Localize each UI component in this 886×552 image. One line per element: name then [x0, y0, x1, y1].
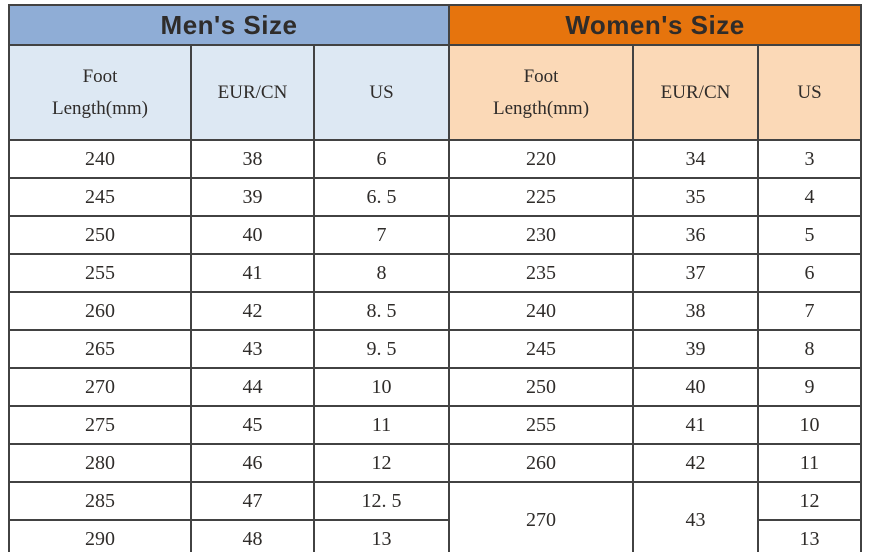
womens-size-header: Women's Size — [448, 4, 863, 46]
women-foot-length-merged-value: 270 — [448, 481, 635, 552]
women-eur-cn-value: 34 — [632, 139, 760, 179]
women-us-value: 8 — [757, 329, 863, 369]
size-row: 280 46 12 260 42 11 — [8, 443, 863, 483]
men-foot-length-value: 240 — [8, 139, 192, 179]
women-us-value: 5 — [757, 215, 863, 255]
women-us-value: 6 — [757, 253, 863, 293]
size-row: 250 40 7 230 36 5 — [8, 215, 863, 255]
men-foot-length-value: 260 — [8, 291, 192, 331]
men-eur-cn-value: 38 — [190, 139, 315, 179]
men-us-value: 6 — [312, 139, 451, 179]
men-us-column-header: US — [312, 44, 451, 141]
men-foot-length-value: 255 — [8, 253, 192, 293]
men-foot-length-label: Foot Length(mm) — [51, 66, 149, 119]
women-us-value: 7 — [757, 291, 863, 331]
men-eur-cn-value: 45 — [190, 405, 315, 445]
women-eur-cn-value: 37 — [632, 253, 760, 293]
men-us-value: 12. 5 — [312, 481, 451, 521]
men-us-value: 11 — [312, 405, 451, 445]
men-foot-length-value: 265 — [8, 329, 192, 369]
women-foot-length-value: 245 — [448, 329, 635, 369]
men-us-value: 12 — [312, 443, 451, 483]
men-us-value: 10 — [312, 367, 451, 407]
men-eur-cn-value: 41 — [190, 253, 315, 293]
mens-size-header: Men's Size — [7, 4, 451, 46]
size-row: 270 44 10 250 40 9 — [8, 367, 863, 407]
women-eur-cn-value: 42 — [632, 443, 760, 483]
women-us-value: 11 — [757, 443, 863, 483]
men-eur-cn-value: 42 — [190, 291, 315, 331]
women-us-column-header: US — [757, 44, 863, 141]
women-foot-length-value: 225 — [448, 177, 635, 217]
women-eur-cn-value: 39 — [632, 329, 760, 369]
men-us-value: 7 — [312, 215, 451, 255]
men-us-value: 6. 5 — [312, 177, 451, 217]
men-us-value: 8 — [312, 253, 451, 293]
men-eur-cn-value: 46 — [190, 443, 315, 483]
women-eur-cn-value: 41 — [632, 405, 760, 445]
men-foot-length-value: 245 — [8, 177, 192, 217]
size-row: 265 43 9. 5 245 39 8 — [8, 329, 863, 369]
women-us-value: 3 — [757, 139, 863, 179]
men-us-value: 8. 5 — [312, 291, 451, 331]
men-foot-length-value: 285 — [8, 481, 192, 521]
size-row: 285 47 12. 5 270 43 12 — [8, 481, 863, 552]
women-eur-cn-value: 36 — [632, 215, 760, 255]
men-eur-cn-value: 40 — [190, 215, 315, 255]
women-foot-length-value: 250 — [448, 367, 635, 407]
women-foot-length-value: 255 — [448, 405, 635, 445]
men-foot-length-value: 270 — [8, 367, 192, 407]
women-foot-length-label: Foot Length(mm) — [493, 66, 590, 119]
size-row: 260 42 8. 5 240 38 7 — [8, 291, 863, 331]
men-foot-length-value: 280 — [8, 443, 192, 483]
men-foot-length-value: 250 — [8, 215, 192, 255]
men-eur-cn-column-header: EUR/CN — [190, 44, 315, 141]
men-us-value: 13 — [312, 519, 451, 552]
column-header-row: Foot Length(mm) EUR/CN US Foot Length(mm… — [8, 44, 863, 141]
women-eur-cn-value: 40 — [632, 367, 760, 407]
men-foot-length-value: 290 — [8, 519, 192, 552]
men-eur-cn-value: 47 — [190, 481, 315, 521]
men-foot-length-column-header: Foot Length(mm) — [8, 44, 192, 141]
women-foot-length-value: 260 — [448, 443, 635, 483]
men-eur-cn-value: 39 — [190, 177, 315, 217]
women-eur-cn-value: 35 — [632, 177, 760, 217]
women-foot-length-value: 235 — [448, 253, 635, 293]
size-row: 245 39 6. 5 225 35 4 — [8, 177, 863, 217]
men-eur-cn-value: 44 — [190, 367, 315, 407]
women-foot-length-value: 240 — [448, 291, 635, 331]
women-us-value: 13 — [757, 519, 863, 552]
women-us-value: 10 — [757, 405, 863, 445]
shoe-size-table: Men's Size Women's Size Foot Length(mm) … — [7, 4, 863, 552]
women-eur-cn-column-header: EUR/CN — [632, 44, 760, 141]
size-row: 290 48 13 13 — [8, 519, 863, 552]
size-row: 255 41 8 235 37 6 — [8, 253, 863, 293]
size-row: 240 38 6 220 34 3 — [8, 139, 863, 179]
section-header-row: Men's Size Women's Size — [7, 4, 863, 46]
men-us-value: 9. 5 — [312, 329, 451, 369]
women-us-value: 12 — [757, 481, 863, 521]
men-eur-cn-value: 48 — [190, 519, 315, 552]
women-eur-cn-merged-value: 43 — [632, 481, 760, 552]
women-foot-length-value: 220 — [448, 139, 635, 179]
size-row: 275 45 11 255 41 10 — [8, 405, 863, 445]
women-eur-cn-value: 38 — [632, 291, 760, 331]
men-foot-length-value: 275 — [8, 405, 192, 445]
women-us-value: 9 — [757, 367, 863, 407]
women-foot-length-value: 230 — [448, 215, 635, 255]
men-eur-cn-value: 43 — [190, 329, 315, 369]
women-us-value: 4 — [757, 177, 863, 217]
women-foot-length-column-header: Foot Length(mm) — [448, 44, 635, 141]
